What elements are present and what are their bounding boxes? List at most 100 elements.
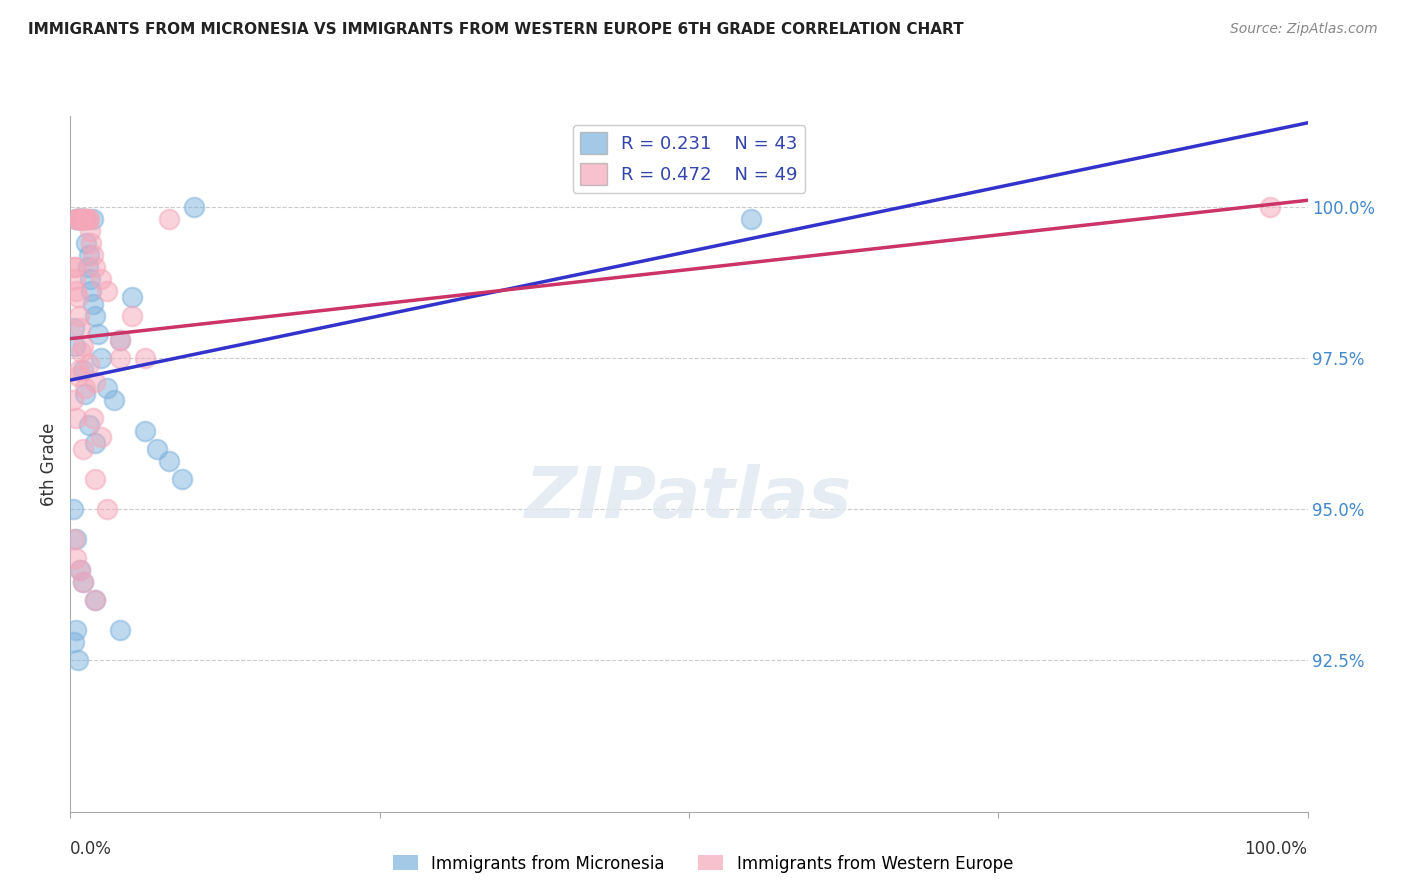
Legend: R = 0.231    N = 43, R = 0.472    N = 49: R = 0.231 N = 43, R = 0.472 N = 49 bbox=[572, 125, 806, 193]
Point bbox=[96, 285, 118, 299]
Point bbox=[62, 393, 84, 408]
Point bbox=[157, 454, 180, 468]
Point bbox=[146, 442, 169, 456]
Text: ZIPatlas: ZIPatlas bbox=[526, 464, 852, 533]
Point bbox=[70, 211, 93, 226]
Point bbox=[66, 211, 89, 226]
Point bbox=[79, 224, 101, 238]
Point bbox=[76, 211, 98, 226]
Point bbox=[66, 290, 89, 304]
Point bbox=[121, 309, 143, 323]
Point bbox=[77, 248, 100, 262]
Point bbox=[65, 260, 87, 275]
Point bbox=[67, 211, 90, 226]
Legend: Immigrants from Micronesia, Immigrants from Western Europe: Immigrants from Micronesia, Immigrants f… bbox=[387, 848, 1019, 880]
Point bbox=[69, 211, 91, 226]
Text: 100.0%: 100.0% bbox=[1244, 839, 1308, 857]
Point bbox=[75, 235, 97, 250]
Point bbox=[84, 375, 107, 389]
Point bbox=[65, 550, 87, 565]
Point bbox=[77, 417, 100, 432]
Point bbox=[72, 211, 94, 226]
Point bbox=[108, 333, 131, 347]
Point bbox=[65, 272, 87, 286]
Point bbox=[67, 363, 90, 377]
Point bbox=[72, 363, 94, 377]
Point bbox=[84, 593, 107, 607]
Point bbox=[157, 211, 180, 226]
Point bbox=[69, 563, 91, 577]
Point bbox=[170, 472, 193, 486]
Point bbox=[86, 326, 108, 341]
Point bbox=[80, 235, 103, 250]
Point bbox=[82, 248, 104, 262]
Point bbox=[70, 211, 93, 226]
Point bbox=[82, 211, 104, 226]
Point bbox=[75, 211, 97, 226]
Point bbox=[90, 351, 112, 365]
Point bbox=[77, 211, 100, 226]
Point bbox=[90, 272, 112, 286]
Point bbox=[72, 442, 94, 456]
Point bbox=[69, 563, 91, 577]
Text: 0.0%: 0.0% bbox=[70, 839, 112, 857]
Point bbox=[82, 411, 104, 425]
Point bbox=[96, 381, 118, 395]
Point bbox=[75, 211, 97, 226]
Point bbox=[84, 472, 107, 486]
Point bbox=[183, 200, 205, 214]
Point bbox=[66, 653, 89, 667]
Point bbox=[84, 435, 107, 450]
Point bbox=[108, 624, 131, 638]
Point bbox=[73, 211, 96, 226]
Point bbox=[69, 320, 91, 334]
Point bbox=[72, 211, 94, 226]
Point bbox=[72, 574, 94, 589]
Point bbox=[72, 574, 94, 589]
Point bbox=[65, 339, 87, 353]
Point bbox=[73, 211, 96, 226]
Point bbox=[65, 211, 87, 226]
Point bbox=[80, 285, 103, 299]
Point bbox=[75, 387, 97, 401]
Point bbox=[134, 424, 156, 438]
Point bbox=[134, 351, 156, 365]
Point bbox=[75, 381, 97, 395]
Point bbox=[70, 345, 93, 359]
Point bbox=[65, 285, 87, 299]
Point bbox=[1260, 200, 1282, 214]
Point bbox=[66, 211, 89, 226]
Point bbox=[84, 260, 107, 275]
Y-axis label: 6th Grade: 6th Grade bbox=[41, 422, 59, 506]
Point bbox=[67, 309, 90, 323]
Point bbox=[65, 411, 87, 425]
Point bbox=[96, 502, 118, 516]
Point bbox=[77, 357, 100, 371]
Point bbox=[76, 260, 98, 275]
Point bbox=[63, 533, 86, 547]
Point bbox=[62, 502, 84, 516]
Point bbox=[90, 429, 112, 443]
Point bbox=[82, 296, 104, 310]
Point bbox=[84, 593, 107, 607]
Point bbox=[740, 211, 762, 226]
Point bbox=[121, 290, 143, 304]
Text: IMMIGRANTS FROM MICRONESIA VS IMMIGRANTS FROM WESTERN EUROPE 6TH GRADE CORRELATI: IMMIGRANTS FROM MICRONESIA VS IMMIGRANTS… bbox=[28, 22, 963, 37]
Text: Source: ZipAtlas.com: Source: ZipAtlas.com bbox=[1230, 22, 1378, 37]
Point bbox=[72, 339, 94, 353]
Point bbox=[84, 309, 107, 323]
Point bbox=[108, 351, 131, 365]
Point bbox=[63, 260, 86, 275]
Point bbox=[75, 211, 97, 226]
Point bbox=[66, 369, 89, 384]
Point bbox=[63, 635, 86, 649]
Point bbox=[103, 393, 125, 408]
Point bbox=[65, 624, 87, 638]
Point bbox=[108, 333, 131, 347]
Point bbox=[63, 320, 86, 334]
Point bbox=[65, 533, 87, 547]
Point bbox=[69, 211, 91, 226]
Point bbox=[79, 272, 101, 286]
Point bbox=[67, 211, 90, 226]
Point bbox=[65, 211, 87, 226]
